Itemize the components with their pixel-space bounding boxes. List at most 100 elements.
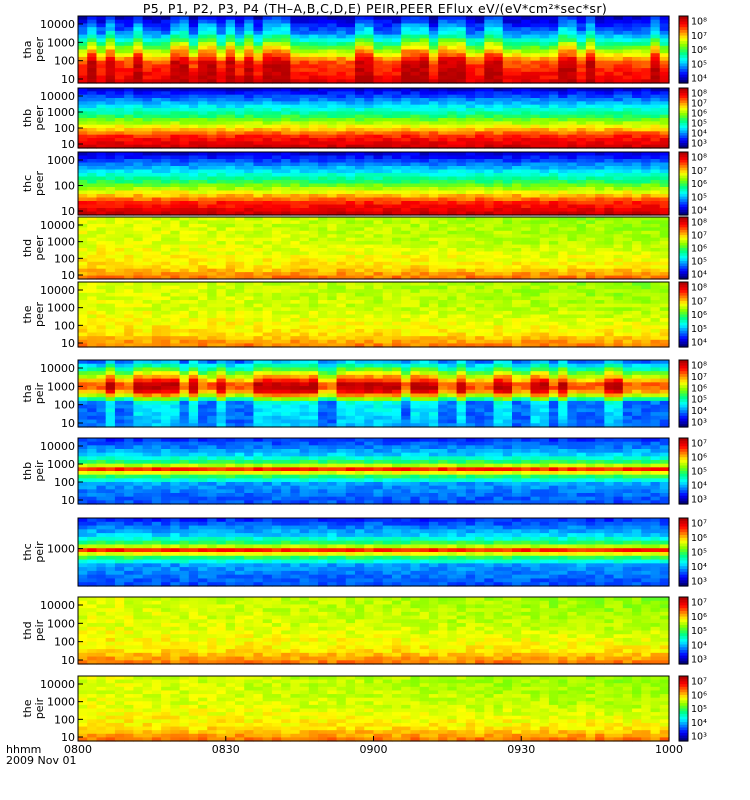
flux-cell <box>290 45 301 51</box>
flux-cell <box>290 131 301 136</box>
flux-cell <box>659 38 670 43</box>
flux-cell <box>650 272 661 277</box>
flux-cell <box>216 180 227 185</box>
flux-cell <box>308 237 319 242</box>
flux-cell <box>188 159 199 164</box>
flux-cell <box>456 258 467 263</box>
flux-cell <box>419 144 430 149</box>
flux-cell <box>373 217 384 222</box>
flux-cell <box>161 261 171 266</box>
flux-cell <box>539 94 550 99</box>
flux-cell <box>650 111 661 116</box>
flux-cell <box>151 275 162 280</box>
flux-cell <box>161 328 171 334</box>
flux-cell <box>419 173 430 178</box>
flux-cell <box>281 27 291 32</box>
flux-cell <box>198 114 208 119</box>
flux-cell <box>299 234 310 239</box>
flux-cell <box>484 42 495 47</box>
flux-cell <box>142 268 153 273</box>
flux-cell <box>576 75 587 80</box>
flux-cell <box>567 237 578 242</box>
flux-cell <box>327 138 338 142</box>
flux-cell <box>290 169 301 174</box>
flux-cell <box>327 227 338 232</box>
flux-cell <box>419 217 430 222</box>
flux-cell <box>78 251 88 256</box>
flux-cell <box>271 183 282 188</box>
flux-cell <box>161 141 171 146</box>
flux-cell <box>595 204 605 209</box>
flux-cell <box>585 111 596 116</box>
flux-cell <box>78 45 88 51</box>
flux-cell <box>548 49 559 54</box>
flux-cell <box>170 111 181 116</box>
flux-cell <box>373 166 384 171</box>
flux-cell <box>410 268 421 273</box>
flux-cell <box>456 124 467 129</box>
flux-cell <box>613 272 624 277</box>
flux-cell <box>410 176 421 181</box>
flux-cell <box>512 190 522 195</box>
flux-cell <box>281 45 291 51</box>
flux-cell <box>521 131 532 136</box>
flux-cell <box>373 124 384 129</box>
flux-cell <box>299 56 310 62</box>
flux-cell <box>475 241 485 246</box>
flux-cell <box>622 118 633 122</box>
flux-cell <box>299 38 310 43</box>
flux-cell <box>558 88 569 92</box>
flux-cell <box>502 275 513 280</box>
flux-cell <box>87 208 98 213</box>
flux-cell <box>604 220 615 225</box>
flux-cell <box>327 275 338 280</box>
flux-cell <box>373 56 384 62</box>
flux-cell <box>438 75 448 80</box>
flux-cell <box>198 234 208 239</box>
flux-cell <box>87 27 98 32</box>
flux-cell <box>142 45 153 51</box>
flux-cell <box>401 234 412 239</box>
flux-cell <box>299 258 310 263</box>
flux-cell <box>373 79 384 84</box>
flux-cell <box>308 190 319 195</box>
flux-cell <box>428 251 439 256</box>
flux-cell <box>530 131 541 136</box>
flux-cell <box>650 173 661 178</box>
flux-cell <box>114 211 125 216</box>
flux-cell <box>576 173 587 178</box>
flux-cell <box>114 155 125 160</box>
flux-cell <box>604 234 615 239</box>
flux-cell <box>170 16 181 21</box>
flux-cell <box>198 49 208 54</box>
flux-cell <box>512 111 522 116</box>
flux-cell <box>179 211 190 216</box>
flux-cell <box>114 138 125 142</box>
flux-cell <box>585 75 596 80</box>
flux-cell <box>401 79 412 84</box>
flux-cell <box>641 118 652 122</box>
flux-cell <box>632 217 642 222</box>
flux-cell <box>308 162 319 167</box>
flux-cell <box>447 152 458 157</box>
flux-cell <box>382 91 393 96</box>
flux-cell <box>419 241 430 246</box>
flux-cell <box>613 169 624 174</box>
flux-cell <box>475 204 485 209</box>
flux-cell <box>604 138 615 142</box>
flux-cell <box>179 138 190 142</box>
flux-cell <box>216 144 227 149</box>
flux-cell <box>475 152 485 157</box>
flux-cell <box>318 23 328 28</box>
flux-cell <box>216 169 227 174</box>
flux-cell <box>373 237 384 242</box>
flux-cell <box>604 217 615 222</box>
flux-cell <box>613 91 624 96</box>
flux-cell <box>641 211 652 216</box>
flux-cell <box>133 307 144 312</box>
flux-cell <box>373 176 384 181</box>
flux-cell <box>225 194 236 199</box>
flux-cell <box>327 237 338 242</box>
flux-cell <box>604 71 615 77</box>
flux-cell <box>493 166 504 171</box>
